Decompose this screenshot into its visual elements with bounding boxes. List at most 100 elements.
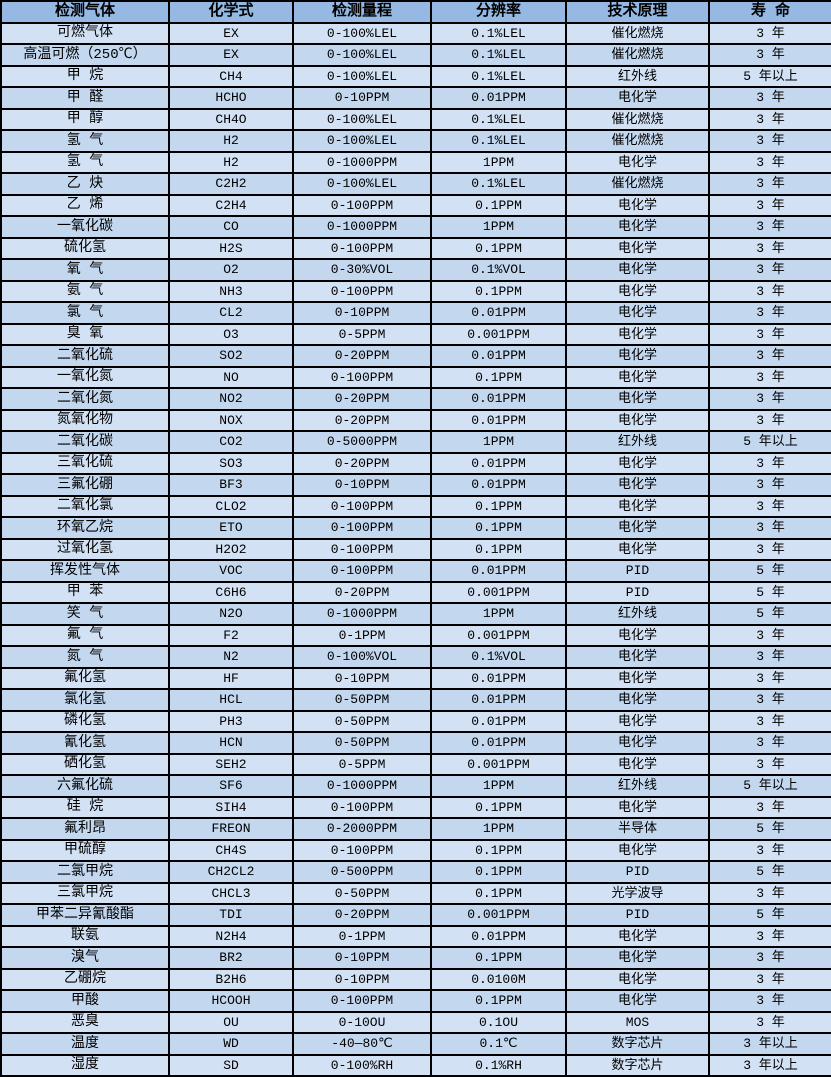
cell-resolution: 0.1%VOL — [430, 645, 567, 669]
cell-gas-name: 甲 醇 — [0, 107, 170, 131]
cell-principle: 电化学 — [565, 967, 710, 991]
cell-range: 0-100PPM — [292, 279, 432, 303]
cell-lifespan: 3 年 — [708, 129, 831, 153]
cell-principle: 红外线 — [565, 602, 710, 626]
cell-resolution: 0.1OU — [430, 1010, 567, 1034]
cell-formula: CO — [168, 215, 294, 239]
cell-lifespan: 3 年 — [708, 86, 831, 110]
cell-gas-name: 三氟化硼 — [0, 473, 170, 497]
cell-formula: OU — [168, 1010, 294, 1034]
table-header: 检测气体 化学式 检测量程 分辨率 技术原理 寿 命 — [0, 0, 831, 24]
cell-range: 0-100%RH — [292, 1053, 432, 1077]
cell-principle: 电化学 — [565, 215, 710, 239]
cell-range: 0-5PPM — [292, 322, 432, 346]
cell-gas-name: 笑 气 — [0, 602, 170, 626]
table-row: 甲酸 HCOOH 0-100PPM 0.1PPM 电化学 3 年 — [0, 989, 831, 1013]
cell-lifespan: 3 年 — [708, 924, 831, 948]
cell-formula: CL2 — [168, 301, 294, 325]
cell-resolution: 0.1PPM — [430, 193, 567, 217]
cell-formula: N2O — [168, 602, 294, 626]
cell-principle: 催化燃烧 — [565, 172, 710, 196]
cell-range: 0-100PPM — [292, 236, 432, 260]
cell-formula: WD — [168, 1032, 294, 1056]
cell-principle: 光学波导 — [565, 881, 710, 905]
cell-lifespan: 3 年 — [708, 215, 831, 239]
cell-formula: SEH2 — [168, 752, 294, 776]
cell-lifespan: 3 年 — [708, 236, 831, 260]
cell-range: 0-20PPM — [292, 344, 432, 368]
cell-gas-name: 可燃气体 — [0, 21, 170, 45]
cell-gas-name: 六氟化硫 — [0, 774, 170, 798]
cell-resolution: 0.1PPM — [430, 236, 567, 260]
cell-formula: SIH4 — [168, 795, 294, 819]
cell-resolution: 0.01PPM — [430, 559, 567, 583]
cell-lifespan: 3 年 — [708, 645, 831, 669]
cell-gas-name: 甲硫醇 — [0, 838, 170, 862]
table-row: 硅 烷 SIH4 0-100PPM 0.1PPM 电化学 3 年 — [0, 795, 831, 819]
cell-principle: 电化学 — [565, 451, 710, 475]
cell-range: 0-100PPM — [292, 795, 432, 819]
cell-principle: PID — [565, 903, 710, 927]
cell-resolution: 0.001PPM — [430, 903, 567, 927]
cell-gas-name: 乙硼烷 — [0, 967, 170, 991]
cell-formula: CH2CL2 — [168, 860, 294, 884]
cell-gas-name: 三氯甲烷 — [0, 881, 170, 905]
cell-principle: PID — [565, 580, 710, 604]
cell-resolution: 0.1PPM — [430, 537, 567, 561]
cell-formula: C2H4 — [168, 193, 294, 217]
cell-lifespan: 3 年 — [708, 623, 831, 647]
table-row: 三氧化硫 SO3 0-20PPM 0.01PPM 电化学 3 年 — [0, 451, 831, 475]
table-row: 氮氧化物 NOX 0-20PPM 0.01PPM 电化学 3 年 — [0, 408, 831, 432]
cell-lifespan: 3 年以上 — [708, 1053, 831, 1077]
cell-resolution: 0.001PPM — [430, 580, 567, 604]
cell-formula: NH3 — [168, 279, 294, 303]
cell-range: 0-100PPM — [292, 516, 432, 540]
cell-resolution: 0.1%LEL — [430, 107, 567, 131]
cell-lifespan: 3 年 — [708, 365, 831, 389]
cell-resolution: 0.01PPM — [430, 924, 567, 948]
cell-lifespan: 3 年 — [708, 731, 831, 755]
cell-lifespan: 3 年 — [708, 838, 831, 862]
table-row: 氢 气 H2 0-100%LEL 0.1%LEL 催化燃烧 3 年 — [0, 129, 831, 153]
cell-range: 0-100PPM — [292, 365, 432, 389]
cell-principle: 数字芯片 — [565, 1032, 710, 1056]
cell-principle: 电化学 — [565, 387, 710, 411]
cell-resolution: 0.1PPM — [430, 881, 567, 905]
table-row: 氰化氢 HCN 0-50PPM 0.01PPM 电化学 3 年 — [0, 731, 831, 755]
cell-range: 0-100%LEL — [292, 64, 432, 88]
table-row: 溴气 BR2 0-10PPM 0.1PPM 电化学 3 年 — [0, 946, 831, 970]
table-row: 乙硼烷 B2H6 0-10PPM 0.0100M 电化学 3 年 — [0, 967, 831, 991]
cell-formula: TDI — [168, 903, 294, 927]
cell-resolution: 1PPM — [430, 817, 567, 841]
cell-resolution: 0.1PPM — [430, 365, 567, 389]
cell-resolution: 0.01PPM — [430, 666, 567, 690]
cell-formula: HCN — [168, 731, 294, 755]
cell-principle: 电化学 — [565, 666, 710, 690]
cell-principle: 电化学 — [565, 86, 710, 110]
table-row: 二氧化碳 CO2 0-5000PPM 1PPM 红外线 5 年以上 — [0, 430, 831, 454]
cell-gas-name: 氟化氢 — [0, 666, 170, 690]
cell-principle: 电化学 — [565, 193, 710, 217]
cell-formula: FREON — [168, 817, 294, 841]
cell-gas-name: 氢 气 — [0, 150, 170, 174]
cell-range: 0-20PPM — [292, 408, 432, 432]
cell-gas-name: 过氧化氢 — [0, 537, 170, 561]
cell-range: 0-100PPM — [292, 989, 432, 1013]
cell-lifespan: 3 年 — [708, 301, 831, 325]
cell-resolution: 0.1%LEL — [430, 129, 567, 153]
cell-gas-name: 氯化氢 — [0, 688, 170, 712]
cell-resolution: 0.001PPM — [430, 322, 567, 346]
cell-range: 0-50PPM — [292, 709, 432, 733]
table-row: 氟化氢 HF 0-10PPM 0.01PPM 电化学 3 年 — [0, 666, 831, 690]
cell-principle: 电化学 — [565, 516, 710, 540]
cell-lifespan: 3 年 — [708, 107, 831, 131]
cell-resolution: 0.1PPM — [430, 989, 567, 1013]
table-row: 甲 醇 CH4O 0-100%LEL 0.1%LEL 催化燃烧 3 年 — [0, 107, 831, 131]
cell-range: 0-1PPM — [292, 924, 432, 948]
cell-formula: SF6 — [168, 774, 294, 798]
table-row: 可燃气体 EX 0-100%LEL 0.1%LEL 催化燃烧 3 年 — [0, 21, 831, 45]
cell-range: 0-50PPM — [292, 881, 432, 905]
cell-principle: 红外线 — [565, 64, 710, 88]
cell-principle: 电化学 — [565, 709, 710, 733]
cell-gas-name: 二氧化硫 — [0, 344, 170, 368]
